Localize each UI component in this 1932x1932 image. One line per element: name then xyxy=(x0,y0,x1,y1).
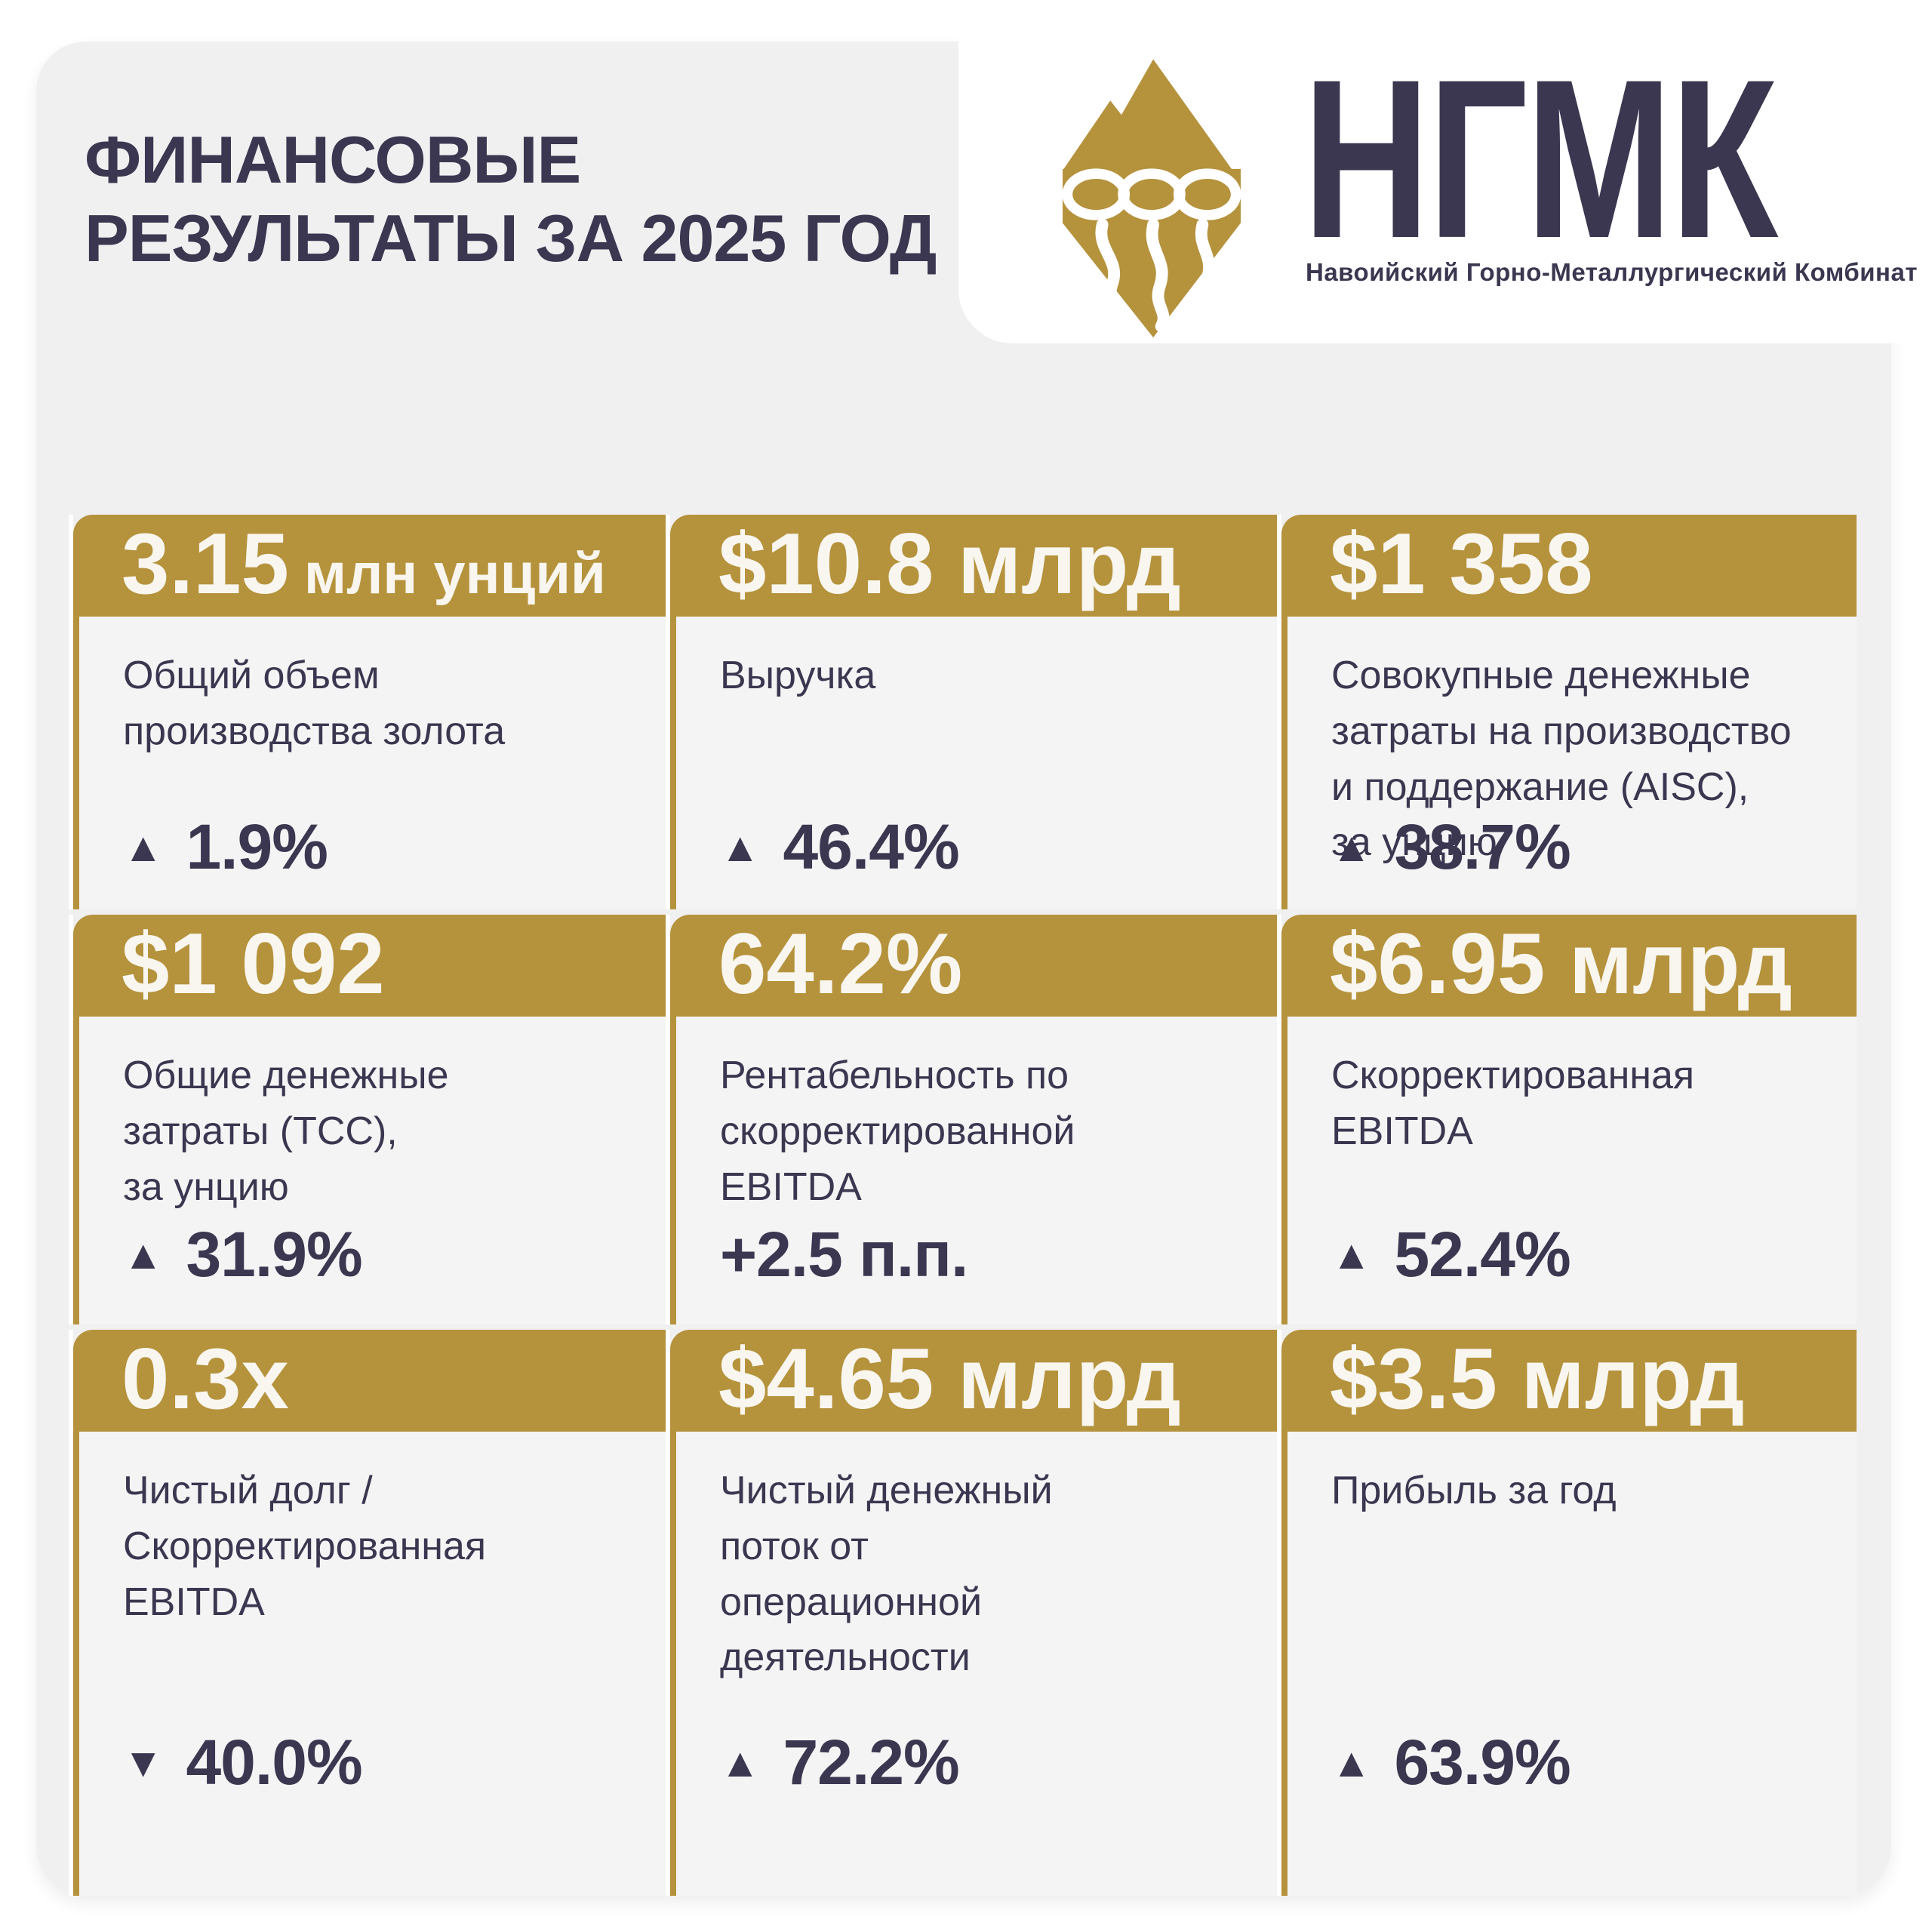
stat-label: Чистый денежный поток от операционной де… xyxy=(720,1469,1053,1680)
stat-value: $3.5 млрд xyxy=(1330,1331,1745,1427)
stat-label: Скорректированная EBITDA xyxy=(1331,1054,1695,1153)
logo-subtitle: Навоийский Горно-Металлургический Комбин… xyxy=(1306,258,1918,286)
stat-label: Общие денежные затраты (ТСС), за унцию xyxy=(123,1054,449,1209)
stat-card-operating-cash-flow: $4.65 млрд Чистый денежный поток от опер… xyxy=(670,1330,1278,1896)
stat-label: Прибыль за год xyxy=(1331,1469,1617,1512)
stat-card-body: Выручка ▲ 46.4% xyxy=(670,617,1278,909)
stat-label: Общий объем производства золота xyxy=(123,654,506,753)
stat-card-body: Прибыль за год ▲ 63.9% xyxy=(1281,1432,1857,1896)
page-title: ФИНАНСОВЫЕ РЕЗУЛЬТАТЫ ЗА 2025 ГОД xyxy=(85,122,937,275)
stat-change: +2.5 п.п. xyxy=(720,1218,968,1291)
change-value: 63.9% xyxy=(1394,1727,1571,1798)
stat-card-gold-production: 3.15 млн унций Общий объем производства з… xyxy=(73,515,666,909)
stat-card-header: $4.65 млрд xyxy=(670,1330,1278,1432)
stat-label: Выручка xyxy=(720,654,876,697)
stat-label: Чистый долг / Скорректированная EBITDA xyxy=(123,1469,487,1624)
stat-value: 64.2% xyxy=(718,916,963,1012)
stat-card-header: 0.3x xyxy=(73,1330,666,1432)
change-value: 1.9% xyxy=(186,811,328,882)
stat-card-header: $10.8 млрд xyxy=(670,515,1278,617)
stat-change: ▲ 46.4% xyxy=(720,811,960,884)
stat-card-ebitda-margin: 64.2% Рентабельность по скорректированно… xyxy=(670,915,1278,1324)
stat-value: $4.65 млрд xyxy=(718,1331,1181,1427)
stat-card-revenue: $10.8 млрд Выручка ▲ 46.4% xyxy=(670,515,1278,909)
stat-change: ▲ 1.9% xyxy=(123,811,328,884)
up-arrow-icon: ▲ xyxy=(1331,1740,1372,1786)
change-value: 72.2% xyxy=(783,1727,959,1798)
gold-mountain-rings-rivers-icon xyxy=(1062,59,1241,338)
stat-card-header: 64.2% xyxy=(670,915,1278,1017)
stat-change: ▲ 72.2% xyxy=(720,1726,960,1799)
stat-card-body: Чистый денежный поток от операционной де… xyxy=(670,1432,1278,1896)
stat-value: 0.3x xyxy=(122,1331,289,1427)
stat-change: ▼ 40.0% xyxy=(123,1726,363,1799)
stat-card-body: Скорректированная EBITDA ▲ 52.4% xyxy=(1281,1017,1857,1324)
stat-card-body: Рентабельность по скорректированной EBIT… xyxy=(670,1017,1278,1324)
stat-value: $1 358 xyxy=(1330,516,1593,612)
stat-value: $1 092 xyxy=(122,916,385,1012)
stat-change: ▲ 38.7% xyxy=(1331,811,1571,884)
change-value: 52.4% xyxy=(1394,1219,1571,1290)
up-arrow-icon: ▲ xyxy=(720,824,761,870)
stat-card-net-debt-ebitda: 0.3x Чистый долг / Скорректированная EBI… xyxy=(73,1330,666,1896)
up-arrow-icon: ▲ xyxy=(1331,1232,1372,1278)
stat-unit: млн унций xyxy=(303,542,606,606)
stat-card-header: $3.5 млрд xyxy=(1281,1330,1857,1432)
stat-card-tcc: $1 092 Общие денежные затраты (ТСС), за … xyxy=(73,915,666,1324)
up-arrow-icon: ▲ xyxy=(123,1232,164,1278)
up-arrow-icon: ▲ xyxy=(720,1740,761,1786)
logo-wordmark: НГМК xyxy=(1303,32,1778,285)
stat-card-body: Чистый долг / Скорректированная EBITDA ▼… xyxy=(73,1432,666,1896)
change-value: 40.0% xyxy=(186,1727,362,1798)
stat-label: Рентабельность по скорректированной EBIT… xyxy=(720,1054,1075,1209)
stat-card-annual-profit: $3.5 млрд Прибыль за год ▲ 63.9% xyxy=(1281,1330,1857,1896)
change-value: 46.4% xyxy=(783,811,959,882)
change-value: 38.7% xyxy=(1394,811,1571,882)
stat-card-header: $1 358 xyxy=(1281,515,1857,617)
stat-card-header: $1 092 xyxy=(73,915,666,1017)
stat-card-body: Общий объем производства золота ▲ 1.9% xyxy=(73,617,666,909)
stat-value: $6.95 млрд xyxy=(1330,916,1792,1012)
stat-card-aisc: $1 358 Совокупные денежные затраты на пр… xyxy=(1281,515,1857,909)
stat-change: ▲ 63.9% xyxy=(1331,1726,1571,1799)
stat-change: ▲ 52.4% xyxy=(1331,1218,1571,1291)
stat-value: $10.8 млрд xyxy=(718,516,1181,612)
stat-value: 3.15 xyxy=(122,516,289,612)
stat-card-header: $6.95 млрд xyxy=(1281,915,1857,1017)
stat-card-body: Общие денежные затраты (ТСС), за унцию ▲… xyxy=(73,1017,666,1324)
stat-change: ▲ 31.9% xyxy=(123,1218,363,1291)
change-value: 31.9% xyxy=(186,1219,362,1290)
stat-card-body: Совокупные денежные затраты на производс… xyxy=(1281,617,1857,909)
up-arrow-icon: ▲ xyxy=(1331,824,1372,870)
stat-card-header: 3.15 млн унций xyxy=(73,515,666,617)
stat-card-adjusted-ebitda: $6.95 млрд Скорректированная EBITDA ▲ 52… xyxy=(1281,915,1857,1324)
stat-label: Совокупные денежные затраты на производс… xyxy=(1331,654,1792,865)
up-arrow-icon: ▲ xyxy=(123,824,164,870)
down-arrow-icon: ▼ xyxy=(123,1740,164,1786)
change-value: +2.5 п.п. xyxy=(720,1219,968,1290)
